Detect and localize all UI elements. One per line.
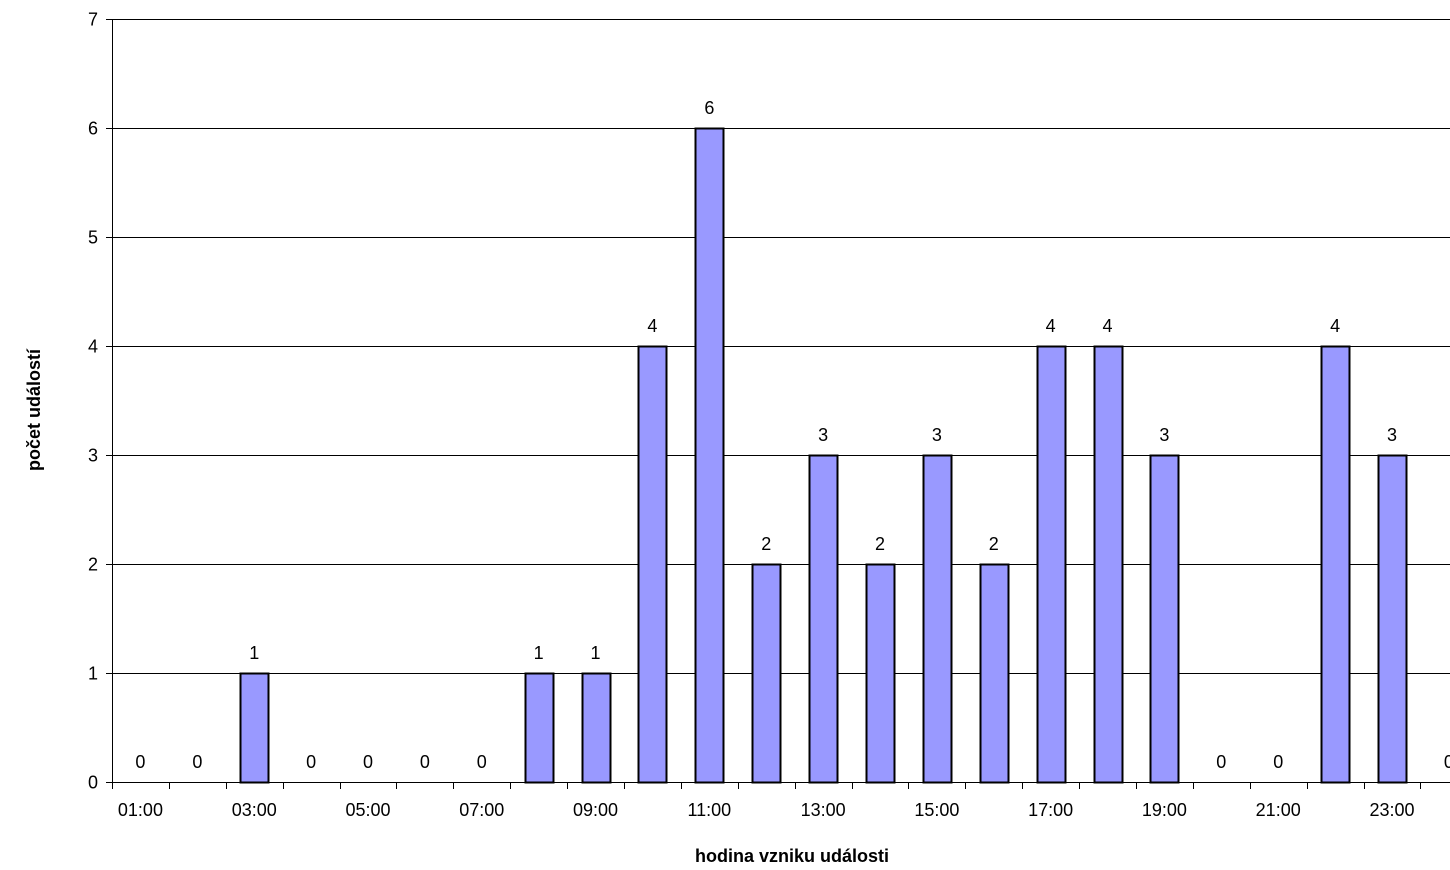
data-label: 1 xyxy=(591,643,601,663)
y-tick-label: 0 xyxy=(88,773,98,793)
x-tick-label: 17:00 xyxy=(1028,800,1073,820)
bar-1400 xyxy=(865,563,896,784)
x-tick-label: 05:00 xyxy=(345,800,390,820)
data-label: 0 xyxy=(1273,752,1283,772)
data-label: 2 xyxy=(989,534,999,554)
x-tick-label: 13:00 xyxy=(801,800,846,820)
x-axis-title: hodina vzniku události xyxy=(695,846,889,866)
y-axis-title: počet událostí xyxy=(24,348,44,471)
data-label: 4 xyxy=(1103,316,1113,336)
bar-1200 xyxy=(751,563,782,784)
x-tick-label: 15:00 xyxy=(914,800,959,820)
bar-1300 xyxy=(808,454,839,784)
data-label: 0 xyxy=(135,752,145,772)
data-label: 1 xyxy=(249,643,259,663)
y-tick-label: 5 xyxy=(88,228,98,248)
data-label: 3 xyxy=(818,425,828,445)
data-label: 0 xyxy=(192,752,202,772)
data-labels: 0 0 1 0 0 0 0 1 1 4 6 2 3 2 3 2 4 4 3 0 0 4 3 0 xyxy=(135,98,1450,772)
bar-1500 xyxy=(922,454,953,784)
data-label: 1 xyxy=(534,643,544,663)
x-tick-label: 21:00 xyxy=(1256,800,1301,820)
x-tick-label: 07:00 xyxy=(459,800,504,820)
bar-1600 xyxy=(979,563,1010,784)
bar-1900 xyxy=(1149,454,1180,784)
data-label: 0 xyxy=(1216,752,1226,772)
data-label: 4 xyxy=(1046,316,1056,336)
axes xyxy=(106,19,1450,789)
y-tick-label: 6 xyxy=(88,119,98,139)
y-tick-label: 2 xyxy=(88,555,98,575)
data-label: 3 xyxy=(932,425,942,445)
y-tick-label: 1 xyxy=(88,664,98,684)
bar-2200 xyxy=(1320,345,1351,784)
x-tick-label: 11:00 xyxy=(687,800,731,820)
data-label: 4 xyxy=(647,316,657,336)
bar-1800 xyxy=(1093,345,1124,784)
data-label: 2 xyxy=(875,534,885,554)
y-tick-label: 4 xyxy=(88,337,98,357)
x-tick-label: 01:00 xyxy=(118,800,163,820)
y-tick-labels: 0 1 2 3 4 5 6 7 xyxy=(88,10,98,793)
x-tick-label: 09:00 xyxy=(573,800,618,820)
data-label: 4 xyxy=(1330,316,1340,336)
data-label: 2 xyxy=(761,534,771,554)
x-tick-label: 23:00 xyxy=(1369,800,1414,820)
data-label: 0 xyxy=(420,752,430,772)
data-label: 3 xyxy=(1159,425,1169,445)
bar-2300 xyxy=(1377,454,1408,784)
bar-0900 xyxy=(581,672,612,784)
data-label: 0 xyxy=(477,752,487,772)
bar-1700 xyxy=(1036,345,1067,784)
data-label: 6 xyxy=(704,98,714,118)
data-label: 3 xyxy=(1387,425,1397,445)
x-tick-label: 19:00 xyxy=(1142,800,1187,820)
bars xyxy=(239,127,1408,784)
bar-0800 xyxy=(524,672,555,784)
bar-1000 xyxy=(637,345,668,784)
data-label: 0 xyxy=(1444,752,1450,772)
bar-1100 xyxy=(694,127,725,784)
data-label: 0 xyxy=(363,752,373,772)
bar-0300 xyxy=(239,672,270,784)
x-tick-labels: 01:00 03:00 05:00 07:00 09:00 11:00 13:00 15:00… xyxy=(118,800,1415,820)
x-tick-label: 03:00 xyxy=(232,800,277,820)
y-tick-label: 3 xyxy=(88,446,98,466)
y-tick-label: 7 xyxy=(88,10,98,30)
grid-lines xyxy=(112,19,1450,674)
data-label: 0 xyxy=(306,752,316,772)
